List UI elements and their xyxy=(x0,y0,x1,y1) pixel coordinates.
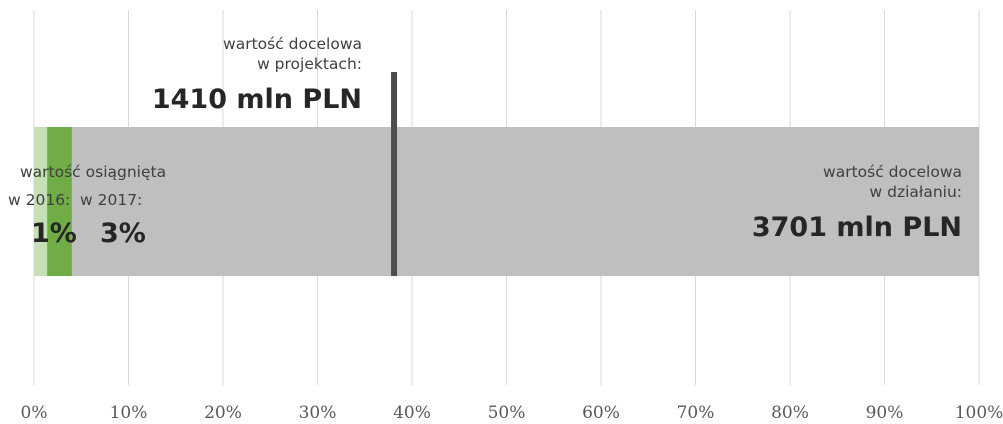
tick-label-40: 40% xyxy=(393,403,431,423)
tick-label-0: 0% xyxy=(21,403,48,423)
project-target-label-line1: wartość docelowa xyxy=(223,35,362,53)
project-target-label: wartość docelowa w projektach: xyxy=(223,34,362,74)
achieved-2017-year: w 2017: xyxy=(80,191,143,209)
total-target-label-line2: w działaniu: xyxy=(869,183,962,201)
total-target-value: 3701 mln PLN xyxy=(751,212,962,243)
achieved-2016-year: w 2016: xyxy=(8,191,71,209)
tick-label-90: 90% xyxy=(866,403,904,423)
tick-label-20: 20% xyxy=(204,403,242,423)
tick-label-60: 60% xyxy=(582,403,620,423)
total-target-label: wartość docelowa w działaniu: xyxy=(823,162,962,202)
achieved-label-prefix: warto xyxy=(20,163,65,181)
achieved-label: wartość osiągnięta xyxy=(20,162,166,182)
project-target-label-line2: w projektach: xyxy=(257,55,362,73)
tick-label-50: 50% xyxy=(488,403,526,423)
tick-label-10: 10% xyxy=(110,403,148,423)
project-target-marker xyxy=(391,72,398,276)
x-axis-tick-labels: 0% 10% 20% 30% 40% 50% 60% 70% 80% 90% 100% xyxy=(21,403,1003,423)
achieved-2017-value: 3% xyxy=(100,218,146,249)
tick-label-100: 100% xyxy=(955,403,1003,423)
project-target-value: 1410 mln PLN xyxy=(151,84,362,115)
bar-achieved-2017 xyxy=(47,127,72,276)
bar-target-total xyxy=(34,127,979,276)
tick-label-30: 30% xyxy=(299,403,337,423)
achieved-2016-value: 1% xyxy=(31,218,77,249)
bar-achieved-2016 xyxy=(34,127,48,276)
tick-label-80: 80% xyxy=(771,403,809,423)
achieved-label-suffix: ść osiągnięta xyxy=(64,163,167,181)
total-target-label-line1: wartość docelowa xyxy=(823,163,962,181)
tick-label-70: 70% xyxy=(677,403,715,423)
